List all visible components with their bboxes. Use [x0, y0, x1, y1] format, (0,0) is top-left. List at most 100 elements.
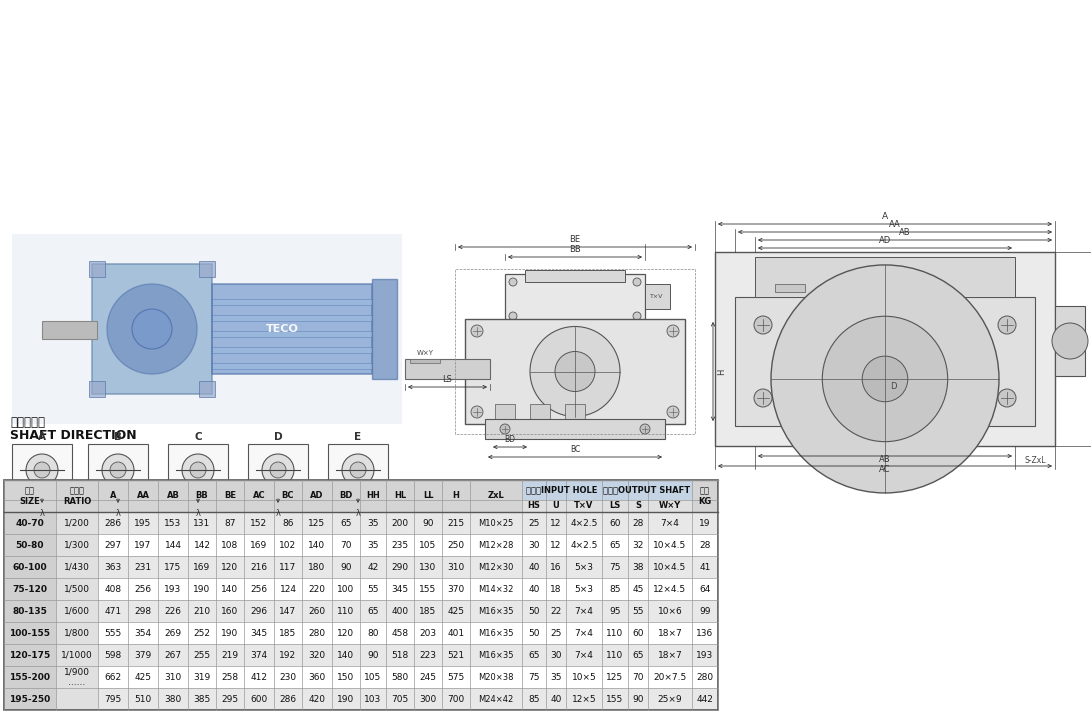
- Text: 12×4.5: 12×4.5: [654, 585, 686, 593]
- Text: A: A: [882, 212, 888, 221]
- Text: BD: BD: [504, 435, 516, 444]
- Text: 80-135: 80-135: [13, 606, 47, 615]
- Text: TECO: TECO: [265, 324, 299, 334]
- Bar: [89, 261, 105, 277]
- Text: 155-200: 155-200: [10, 673, 50, 681]
- Text: 160: 160: [221, 606, 239, 615]
- Bar: [56, 666, 98, 688]
- Circle shape: [633, 278, 642, 286]
- Text: 600: 600: [250, 695, 267, 703]
- Text: BC: BC: [281, 491, 295, 501]
- Text: 150: 150: [337, 673, 355, 681]
- Bar: [56, 578, 98, 600]
- Circle shape: [107, 284, 197, 374]
- Text: 75: 75: [609, 563, 621, 571]
- Text: BB: BB: [195, 491, 208, 501]
- Bar: [4, 500, 718, 512]
- Bar: [274, 480, 302, 512]
- Bar: [4, 644, 56, 666]
- Circle shape: [754, 316, 772, 334]
- Text: 5×3: 5×3: [575, 585, 594, 593]
- Text: 598: 598: [105, 650, 121, 660]
- Bar: [4, 600, 718, 622]
- Text: M14×32: M14×32: [478, 585, 514, 593]
- Text: 35: 35: [550, 673, 562, 681]
- Bar: [4, 534, 56, 556]
- Bar: [88, 444, 148, 496]
- Bar: [4, 480, 718, 500]
- Bar: [56, 688, 98, 710]
- Text: M20×38: M20×38: [478, 673, 514, 681]
- Text: 195: 195: [134, 518, 152, 528]
- Text: 280: 280: [309, 628, 325, 638]
- Text: E: E: [355, 432, 361, 442]
- Text: 30: 30: [550, 650, 562, 660]
- Circle shape: [26, 454, 58, 486]
- Bar: [4, 600, 56, 622]
- Text: 28: 28: [699, 540, 710, 550]
- Text: 223: 223: [420, 650, 436, 660]
- Circle shape: [110, 462, 125, 478]
- Bar: [158, 480, 188, 512]
- Bar: [212, 331, 372, 337]
- Bar: [4, 688, 718, 710]
- Bar: [188, 480, 216, 512]
- Bar: [302, 480, 332, 512]
- Text: ZxL: ZxL: [488, 491, 504, 501]
- Text: 25: 25: [528, 518, 540, 528]
- Text: M12×28: M12×28: [478, 540, 514, 550]
- Bar: [470, 480, 521, 512]
- Bar: [372, 279, 397, 379]
- Text: 300: 300: [419, 695, 436, 703]
- Bar: [92, 264, 212, 394]
- Text: 298: 298: [134, 606, 152, 615]
- Text: 144: 144: [165, 540, 181, 550]
- Bar: [56, 644, 98, 666]
- Text: 5×3: 5×3: [575, 563, 594, 571]
- Text: 7×4: 7×4: [575, 628, 594, 638]
- Bar: [715, 252, 1055, 446]
- Text: 40-70: 40-70: [15, 518, 45, 528]
- Text: 192: 192: [279, 650, 297, 660]
- Text: 297: 297: [105, 540, 121, 550]
- Text: 120: 120: [337, 628, 355, 638]
- Text: AC: AC: [879, 465, 890, 474]
- Text: 110: 110: [337, 606, 355, 615]
- Text: 40: 40: [528, 563, 540, 571]
- Text: 1/300: 1/300: [64, 540, 89, 550]
- Bar: [495, 404, 515, 419]
- Text: 入力孔INPUT HOLE: 入力孔INPUT HOLE: [526, 486, 598, 495]
- Text: 28: 28: [633, 518, 644, 528]
- Text: 18×7: 18×7: [658, 628, 682, 638]
- Text: BE: BE: [570, 235, 580, 244]
- Text: 25: 25: [550, 628, 562, 638]
- Text: 1/1000: 1/1000: [61, 650, 93, 660]
- Text: 35: 35: [368, 540, 379, 550]
- Text: 286: 286: [105, 518, 121, 528]
- Text: HH: HH: [367, 491, 380, 501]
- Text: 16: 16: [550, 563, 562, 571]
- Text: 65: 65: [340, 518, 351, 528]
- Bar: [4, 480, 718, 710]
- Text: 轴指向表示: 轴指向表示: [10, 416, 45, 429]
- Text: 310: 310: [165, 673, 181, 681]
- Text: λ: λ: [195, 509, 201, 518]
- Text: 250: 250: [447, 540, 465, 550]
- Text: 370: 370: [447, 585, 465, 593]
- Text: 1/800: 1/800: [64, 628, 89, 638]
- Bar: [244, 480, 274, 512]
- Text: 80: 80: [368, 628, 379, 638]
- Text: 471: 471: [105, 606, 121, 615]
- Text: 38: 38: [633, 563, 644, 571]
- Text: BD: BD: [339, 491, 352, 501]
- Text: 363: 363: [105, 563, 121, 571]
- Text: 195-250: 195-250: [10, 695, 50, 703]
- Text: 120-175: 120-175: [10, 650, 50, 660]
- Text: 18: 18: [550, 585, 562, 593]
- Text: 1/200: 1/200: [64, 518, 89, 528]
- Text: 100: 100: [337, 585, 355, 593]
- Text: 103: 103: [364, 695, 382, 703]
- Bar: [602, 480, 692, 500]
- Bar: [328, 444, 388, 496]
- Bar: [1055, 306, 1086, 376]
